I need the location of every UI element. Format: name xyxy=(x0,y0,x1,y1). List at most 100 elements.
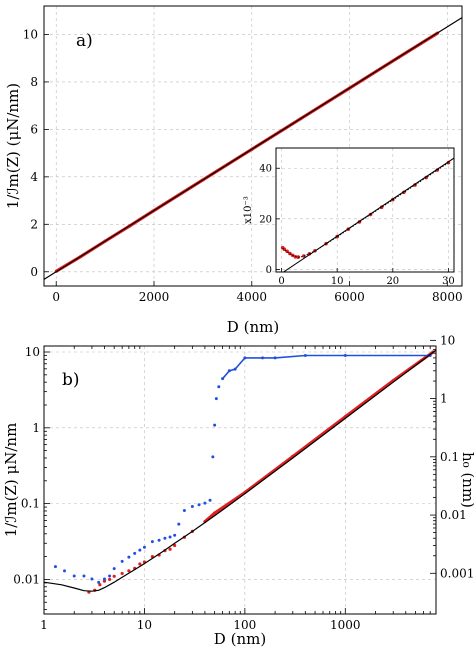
panel-b-h0-point xyxy=(182,508,186,512)
inset-y-tick-label: 0 xyxy=(266,265,272,276)
panel-b-stiffness-point xyxy=(102,579,107,583)
inset-x-tick-label: 30 xyxy=(442,276,455,287)
panel-a-y-axis-label: 1/ℐm(Z) (μN/nm) xyxy=(4,83,22,209)
panel-b-h0-point xyxy=(163,536,167,540)
panel-a-x-tick-label: 6000 xyxy=(334,290,365,304)
panel-b-y2-tick-label: 0.01 xyxy=(440,508,467,522)
panel-b-h0-point xyxy=(227,369,231,373)
panel-a-y-tick-label: 6 xyxy=(30,122,38,136)
panel-b-h0-point xyxy=(142,545,146,549)
panel-b-h0-point xyxy=(90,577,94,581)
panel-b-ticks: 1 10 100 1000 0.01 0.1 1 10 0.001 0.01 0.1 1 10 xyxy=(13,333,474,632)
panel-b-y-tick-label: 10 xyxy=(25,345,40,359)
inset-data xyxy=(280,157,454,272)
panel-b-h0-point xyxy=(82,574,86,578)
inset-ticks: 0 10 20 30 0 20 40 xyxy=(259,164,455,287)
panel-b-stiffness-point xyxy=(173,543,177,548)
panel-b-h0-point xyxy=(221,377,225,381)
panel-b-h0-point xyxy=(120,559,124,563)
panel-a-x-tick-label: 8000 xyxy=(432,290,463,304)
panel-b-h0-point xyxy=(53,565,57,569)
panel-b-y-axis-label: 1/ℐm(Z) μN/nm xyxy=(2,423,20,538)
panel-b-h0-point xyxy=(63,569,67,573)
panel-b-y-tick-label: 1 xyxy=(32,421,40,435)
panel-a-y-tick-label: 2 xyxy=(30,217,38,231)
panel-b-h0-point xyxy=(150,540,154,544)
inset-y-tick-label: 20 xyxy=(259,214,272,225)
panel-b-h0-point xyxy=(108,574,112,578)
panel-b-x-tick-label: 10 xyxy=(137,618,152,632)
panel-a-inset: 0 10 20 30 0 20 40 x10⁻³ xyxy=(243,147,455,287)
panel-b-x-tick-label: 1000 xyxy=(330,618,361,632)
panel-b-h0-point xyxy=(138,548,142,552)
panel-a-x-tick-label: 2000 xyxy=(139,290,170,304)
panel-a-x-tick-label: 0 xyxy=(52,290,60,304)
panel-a-y-tick-label: 8 xyxy=(30,75,38,89)
panel-b-h0-point xyxy=(273,356,277,360)
panel-b-h0-point xyxy=(173,533,177,537)
panel-b-h0-point xyxy=(211,455,215,459)
panel-b-x-tick-label: 1 xyxy=(40,618,48,632)
panel-b: 1 10 100 1000 0.01 0.1 1 10 0.001 0.01 0.1 1 10 b) D… xyxy=(2,333,474,648)
panel-a-fit-line xyxy=(43,17,463,280)
panel-b-h0-point xyxy=(197,503,201,507)
inset-fit-line xyxy=(282,157,454,272)
panel-b-h0-point xyxy=(217,385,221,389)
panel-b-h0-point xyxy=(97,580,101,584)
panel-b-h0-point xyxy=(177,522,181,526)
panel-a-y-tick-label: 0 xyxy=(30,265,38,279)
panel-b-h0-point xyxy=(190,505,194,509)
panel-b-stiffness-point xyxy=(127,569,131,573)
panel-b-h0-point xyxy=(127,555,131,559)
panel-b-y-tick-label: 0.1 xyxy=(21,497,40,511)
panel-a-label: a) xyxy=(76,31,93,51)
panel-b-y2-tick-label: 10 xyxy=(440,333,455,347)
panel-b-stiffness-point xyxy=(120,571,124,576)
panel-b-stiffness-point xyxy=(112,574,116,578)
panel-a-x-tick-label: 4000 xyxy=(237,290,268,304)
panel-b-h0-point xyxy=(233,367,237,371)
panel-b-y-tick-label: 0.01 xyxy=(13,572,40,586)
panel-b-h0-point xyxy=(168,535,172,539)
inset-x-tick-label: 20 xyxy=(386,276,399,287)
panel-b-h0-point xyxy=(208,498,212,502)
panel-b-h0-point xyxy=(303,353,307,357)
panel-a-data xyxy=(43,17,463,280)
panel-b-frame xyxy=(43,345,437,615)
inset-background xyxy=(276,148,454,272)
panel-b-stiffness-point xyxy=(98,583,102,587)
panel-b-y2-tick-label: 0.1 xyxy=(440,450,459,464)
inset-frame xyxy=(275,147,455,273)
panel-b-stiffness-point xyxy=(138,562,142,566)
panel-b-h0-point xyxy=(112,567,116,571)
panel-b-h0-point xyxy=(102,577,106,581)
panel-b-stiffness-point xyxy=(213,511,217,515)
panel-b-fit-line xyxy=(43,349,437,592)
panel-b-h0-point xyxy=(72,574,76,578)
panel-a-y-tick-label: 4 xyxy=(30,170,38,184)
panel-b-h0-point xyxy=(213,423,217,427)
panel-b-h0-point xyxy=(343,353,347,357)
panel-b-h0-point xyxy=(203,501,207,505)
panel-b-h0-point xyxy=(133,551,137,555)
inset-gridlines xyxy=(276,148,454,272)
panel-b-y2-tick-label: 1 xyxy=(440,392,448,406)
panel-b-stiffness-point xyxy=(168,547,172,551)
panel-b-gridlines xyxy=(43,346,436,614)
panel-a-x-axis-label: D (nm) xyxy=(227,318,279,336)
panel-b-x-axis-label: D (nm) xyxy=(214,630,266,648)
panel-b-label: b) xyxy=(62,370,80,390)
panel-a-y-tick-label: 10 xyxy=(23,27,38,41)
panel-b-data xyxy=(43,349,437,594)
inset-x-tick-label: 0 xyxy=(278,276,284,287)
panel-b-h0-point xyxy=(214,397,218,401)
panel-b-h0-point xyxy=(261,356,265,360)
panel-b-h0-point xyxy=(243,356,247,360)
panel-b-x-tick-label: 100 xyxy=(233,618,256,632)
panel-b-y2-tick-label: 0.001 xyxy=(440,566,474,580)
inset-y-multiplier: x10⁻³ xyxy=(243,196,254,224)
panel-b-h0-point xyxy=(157,538,161,542)
